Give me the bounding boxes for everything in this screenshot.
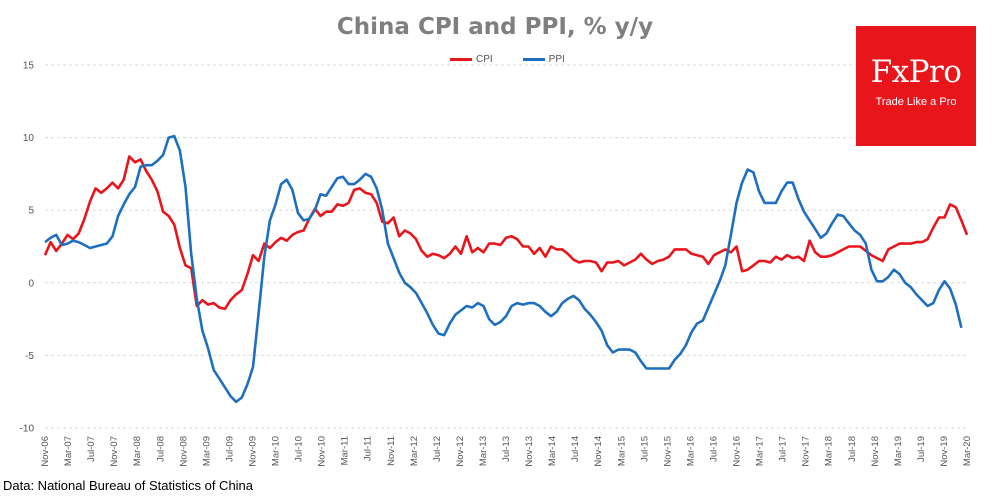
- x-tick-label: Jul-16: [708, 436, 719, 462]
- legend-item-ppi[interactable]: PPI: [522, 54, 565, 65]
- chart-title: China CPI and PPI, % y/y: [336, 14, 654, 40]
- logo-tagline: Trade Like a Pro: [875, 96, 957, 108]
- x-tick-label: Jul-13: [501, 436, 512, 462]
- legend-swatch-ppi: [522, 58, 545, 61]
- x-tick-label: Nov-18: [870, 436, 881, 467]
- x-tick-label: Mar-14: [547, 436, 558, 466]
- legend-item-cpi[interactable]: CPI: [450, 54, 493, 65]
- x-tick-label: Nov-10: [317, 436, 328, 467]
- x-tick-label: Nov-13: [524, 436, 535, 467]
- x-tick-label: Nov-11: [386, 436, 397, 466]
- x-tick-label: Mar-15: [616, 436, 627, 466]
- x-tick-label: Nov-09: [247, 436, 258, 467]
- x-tick-label: Nov-07: [109, 436, 120, 467]
- x-axis-ticks: Nov-06 Mar-07 Jul-07 Nov-07 Mar-08 Jul-08 Nov-…: [40, 436, 973, 467]
- legend-label-ppi: PPI: [548, 54, 565, 65]
- x-tick-label: Jul-07: [86, 436, 97, 462]
- x-tick-label: Nov-08: [178, 436, 189, 467]
- x-tick-label: Nov-17: [801, 436, 812, 467]
- x-tick-label: Nov-19: [939, 436, 950, 467]
- logo-name: FxPro: [870, 54, 962, 90]
- gridlines: [45, 64, 967, 429]
- x-tick-label: Jul-17: [778, 436, 789, 462]
- legend-swatch-cpi: [450, 58, 472, 61]
- y-tick-label: -5: [25, 351, 34, 362]
- y-tick-label: 15: [23, 61, 35, 72]
- x-tick-label: Mar-11: [340, 436, 351, 465]
- x-tick-label: Nov-16: [732, 436, 743, 467]
- y-tick-label: -10: [20, 424, 35, 435]
- x-tick-label: Jul-11: [363, 436, 374, 461]
- x-tick-label: Mar-09: [201, 436, 212, 466]
- data-source: Data: National Bureau of Statistics of C…: [3, 478, 254, 493]
- y-axis-ticks: 15 10 5 0 -5 -10: [20, 61, 35, 435]
- x-tick-label: Mar-13: [478, 436, 489, 466]
- x-tick-label: Nov-06: [40, 436, 51, 467]
- y-tick-label: 5: [28, 206, 34, 217]
- x-tick-label: Jul-14: [570, 436, 581, 462]
- fxpro-logo[interactable]: FxPro Trade Like a Pro: [856, 26, 976, 146]
- x-tick-label: Mar-08: [132, 436, 143, 466]
- x-tick-label: Mar-19: [893, 436, 904, 466]
- y-tick-label: 0: [28, 278, 34, 289]
- x-tick-label: Mar-17: [755, 436, 766, 466]
- x-tick-label: Nov-12: [455, 436, 466, 467]
- x-tick-label: Jul-08: [155, 436, 166, 462]
- series-line-ppi[interactable]: [44, 134, 963, 404]
- x-tick-label: Jul-18: [847, 436, 858, 462]
- x-tick-label: Mar-12: [409, 436, 420, 466]
- x-tick-label: Nov-15: [662, 436, 673, 467]
- x-tick-label: Jul-12: [432, 436, 443, 462]
- x-tick-label: Jul-19: [916, 436, 927, 462]
- series-lines: [43, 134, 969, 404]
- x-tick-label: Jul-09: [224, 436, 235, 462]
- x-tick-label: Mar-10: [271, 436, 282, 466]
- legend-label-cpi: CPI: [476, 54, 493, 65]
- x-tick-label: Jul-15: [639, 436, 650, 462]
- x-tick-label: Mar-07: [63, 436, 74, 466]
- x-tick-label: Nov-14: [593, 436, 604, 467]
- legend[interactable]: CPI PPI: [450, 54, 565, 65]
- x-tick-label: Jul-10: [294, 436, 305, 462]
- y-tick-label: 10: [23, 133, 35, 144]
- x-tick-label: Mar-20: [962, 436, 973, 466]
- x-tick-label: Mar-16: [685, 436, 696, 466]
- x-tick-label: Mar-18: [824, 436, 835, 466]
